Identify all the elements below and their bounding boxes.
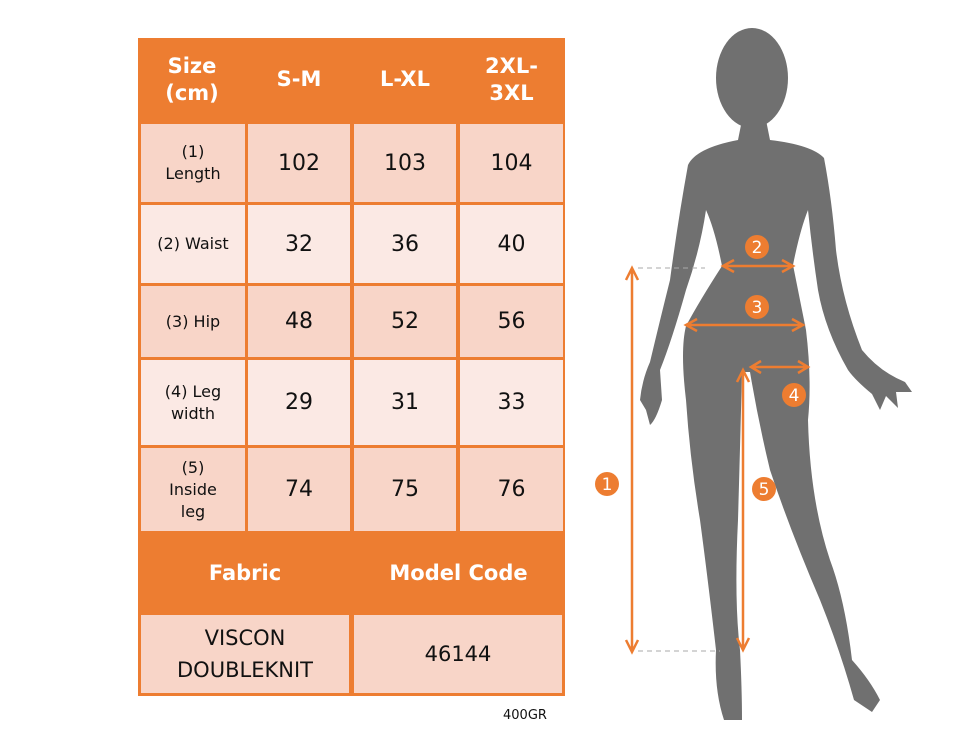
marker-4-icon — [782, 383, 806, 407]
model-code-value: 46144 — [354, 615, 562, 693]
table-cell: 75 — [354, 448, 456, 531]
marker-3-icon — [745, 295, 769, 319]
table-cell-text: 56 — [497, 309, 526, 334]
table-cell: 36 — [354, 205, 456, 283]
header-cell: L-XL — [352, 38, 458, 121]
size-table: Size (cm) S-M L-XL 2XL- 3XL (1) Length 102 103… — [138, 38, 565, 696]
marker-1-icon — [595, 472, 619, 496]
table-cell-text: 48 — [285, 309, 313, 334]
header-cell: Size (cm) — [138, 38, 246, 121]
marker-5-icon — [752, 477, 776, 501]
table-cell-text: 29 — [285, 390, 313, 415]
row-label: (2) Waist — [141, 205, 245, 283]
model-code-header-text: Model Code — [389, 560, 528, 585]
row-label-text: (5) Inside leg — [169, 457, 217, 521]
marker-2: 2 — [752, 238, 763, 258]
fabric-header-text: Fabric — [208, 560, 282, 585]
table-cell: 74 — [248, 448, 350, 531]
marker-1: 1 — [602, 475, 613, 495]
hip-arrow — [683, 317, 806, 333]
marker-5: 5 — [759, 480, 770, 500]
table-cell-text: 76 — [497, 477, 526, 502]
header-cell-text: S-M — [276, 67, 322, 91]
table-cell: 40 — [460, 205, 563, 283]
inside-leg-arrow — [735, 367, 751, 653]
table-cell: 102 — [248, 124, 350, 202]
table-cell: 32 — [248, 205, 350, 283]
leg-width-arrow — [748, 359, 811, 375]
table-cell: 56 — [460, 286, 563, 357]
fabric-weight: 400GR — [503, 708, 547, 723]
table-cell-text: 104 — [490, 150, 533, 176]
row-label: (1) Length — [141, 124, 245, 202]
marker-2-icon — [745, 235, 769, 259]
table-cell: 33 — [460, 360, 563, 445]
table-cell: 76 — [460, 448, 563, 531]
row-label-text: (1) Length — [165, 142, 221, 183]
silhouette-body — [640, 120, 912, 720]
table-cell-text: 103 — [384, 150, 426, 176]
row-label-text: (2) Waist — [157, 234, 229, 253]
fabric-value: VISCON DOUBLEKNIT — [141, 615, 349, 693]
fabric-value-text: VISCON DOUBLEKNIT — [177, 626, 313, 682]
marker-3: 3 — [752, 298, 763, 318]
header-cell: 2XL- 3XL — [458, 38, 565, 121]
header-cell: S-M — [246, 38, 352, 121]
table-cell-text: 52 — [391, 309, 419, 334]
table-cell-text: 40 — [497, 231, 526, 257]
marker-4: 4 — [789, 386, 800, 406]
header-cell-text: L-XL — [380, 67, 430, 91]
markers: 1 2 3 4 5 — [595, 235, 806, 501]
table-cell-text: 31 — [391, 390, 419, 415]
model-code-value-text: 46144 — [424, 642, 492, 666]
silhouette-head — [716, 28, 788, 128]
row-label-text: (4) Leg width — [164, 381, 222, 423]
table-cell-text: 74 — [285, 477, 313, 502]
measure-guides — [638, 267, 720, 652]
silhouette — [640, 28, 912, 720]
length-arrow — [624, 265, 640, 655]
waist-arrow — [720, 258, 796, 274]
fabric-header: Fabric — [138, 531, 352, 615]
row-label-text: (3) Hip — [165, 311, 221, 331]
table-cell-text: 33 — [497, 390, 526, 415]
header-cell-text: Size (cm) — [165, 53, 219, 105]
table-cell-text: 75 — [391, 477, 419, 502]
table-cell: 52 — [354, 286, 456, 357]
row-label: (4) Leg width — [141, 360, 245, 445]
header-cell-text: 2XL- 3XL — [485, 53, 538, 105]
table-cell: 103 — [354, 124, 456, 202]
row-label: (5) Inside leg — [141, 448, 245, 531]
table-cell-text: 32 — [285, 231, 313, 257]
measure-arrows — [624, 258, 811, 655]
table-cell-text: 102 — [278, 150, 320, 176]
table-cell: 48 — [248, 286, 350, 357]
table-cell: 31 — [354, 360, 456, 445]
row-label: (3) Hip — [141, 286, 245, 357]
table-cell: 104 — [460, 124, 563, 202]
model-code-header: Model Code — [352, 531, 565, 615]
table-cell-text: 36 — [391, 231, 419, 257]
table-cell: 29 — [248, 360, 350, 445]
